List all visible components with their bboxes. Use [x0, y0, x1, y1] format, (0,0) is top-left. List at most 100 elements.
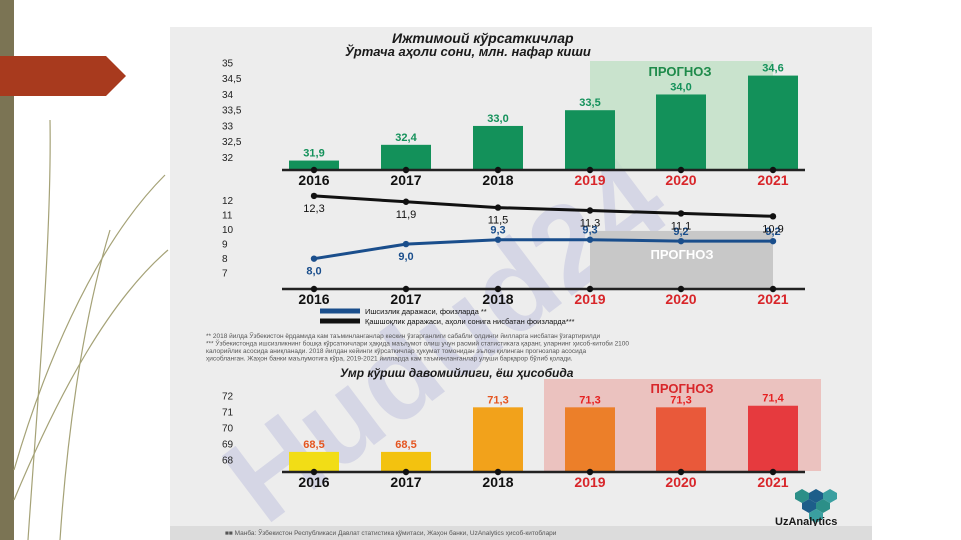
population-y-tick: 33,5 — [222, 106, 242, 117]
life-year-label: 2021 — [757, 474, 788, 490]
population-value-label: 33,5 — [579, 97, 600, 109]
population-y-tick: 32 — [222, 153, 234, 164]
line-value-label: 12,3 — [303, 203, 324, 215]
life-bar — [748, 405, 798, 471]
x-axis-dot — [402, 285, 410, 293]
population-y-tick: 33 — [222, 121, 234, 132]
life-value-label: 71,4 — [762, 393, 784, 405]
life-title: Умр кўриш давомийлиги, ёш ҳисобида — [340, 366, 574, 380]
footnote: калорийлик асосида аниқланади. 2018 йилд… — [206, 347, 587, 355]
population-forecast-label: ПРОГНОЗ — [649, 64, 712, 79]
line-series-poverty — [313, 194, 774, 218]
life-value-label: 71,3 — [670, 394, 691, 406]
lines-y-tick: 12 — [222, 196, 234, 207]
population-bar — [289, 160, 339, 170]
line-value-label: 11,3 — [580, 218, 601, 230]
line-value-label: 8,0 — [306, 266, 321, 278]
line-point — [586, 236, 594, 243]
logo-hex — [795, 489, 809, 503]
life-bar — [473, 407, 523, 471]
population-bar — [656, 94, 706, 170]
population-value-label: 34,0 — [670, 81, 691, 93]
life-year-label: 2019 — [574, 474, 605, 490]
population-year-label: 2019 — [574, 172, 605, 188]
lines-y-tick: 10 — [222, 225, 234, 236]
source-text: ■■ Манба: Ўзбекистон Республикаси Давлат… — [225, 528, 557, 537]
population-y-tick: 34,5 — [222, 74, 242, 85]
line-value-label: 9,3 — [582, 225, 597, 237]
population-year-label: 2016 — [298, 172, 329, 188]
lines-forecast-label: ПРОГНОЗ — [651, 247, 714, 262]
population-bar — [381, 144, 431, 170]
main-title: Ижтимоий кўрсаткичлар — [392, 30, 574, 46]
x-axis-dot — [402, 166, 410, 174]
x-axis-dot — [310, 285, 318, 293]
x-axis-dot — [494, 166, 502, 174]
logo-hex — [809, 509, 823, 523]
population-bar — [565, 110, 615, 170]
line-value-label: 9,2 — [673, 226, 688, 238]
population-year-label: 2020 — [665, 172, 696, 188]
population-year-label: 2021 — [757, 172, 788, 188]
line-value-label: 9,0 — [398, 251, 413, 263]
x-axis-dot — [677, 468, 685, 476]
footnote: ҳисобланган. Жаҳон банки маълумотига кўр… — [206, 355, 573, 363]
legend-label: Қашшоқлик даражаси, аҳоли сонига нисбата… — [365, 317, 575, 326]
line-series-unemployment — [313, 238, 773, 261]
life-bar — [565, 407, 615, 471]
line-point — [769, 237, 777, 245]
lines-year-label: 2018 — [482, 291, 513, 307]
lines-y-tick: 7 — [222, 269, 228, 280]
line-point — [677, 237, 685, 245]
life-bar — [289, 451, 339, 471]
life-bar — [656, 407, 706, 471]
line-value-label: 11,9 — [396, 209, 417, 221]
population-year-label: 2017 — [390, 172, 421, 188]
line-point — [769, 213, 777, 220]
life-year-label: 2017 — [390, 474, 421, 490]
lines-y-tick: 8 — [222, 254, 228, 265]
life-year-label: 2018 — [482, 474, 513, 490]
population-y-tick: 32,5 — [222, 137, 242, 148]
population-y-tick: 35 — [222, 59, 234, 70]
logo-hex — [802, 499, 816, 513]
population-year-label: 2018 — [482, 172, 513, 188]
lines-year-label: 2019 — [574, 291, 605, 307]
x-axis-dot — [586, 166, 594, 174]
lines-year-label: 2016 — [298, 291, 329, 307]
life-bar — [381, 451, 431, 471]
line-point — [586, 207, 594, 214]
x-axis-dot — [586, 468, 594, 476]
line-value-label: 11,1 — [671, 220, 692, 232]
x-axis-dot — [677, 285, 685, 293]
life-y-tick: 69 — [222, 439, 234, 450]
line-value-label: 9,2 — [765, 226, 780, 238]
slide-side-bar — [0, 0, 14, 540]
source-bar — [170, 526, 872, 540]
logo-hex — [809, 489, 823, 503]
population-value-label: 34,6 — [762, 63, 783, 75]
life-year-label: 2016 — [298, 474, 329, 490]
x-axis-dot — [769, 285, 777, 293]
decorative-curves-icon — [13, 119, 169, 540]
x-axis-dot — [310, 468, 318, 476]
line-point — [402, 198, 410, 205]
x-axis-dot — [402, 468, 410, 476]
life-y-tick: 68 — [222, 455, 234, 466]
logo-hex — [823, 489, 837, 503]
x-axis-dot — [769, 166, 777, 174]
line-value-label: 11,5 — [488, 215, 509, 227]
life-value-label: 71,3 — [579, 394, 600, 406]
x-axis-dot — [769, 468, 777, 476]
footnote: *** Ўзбекистонда ишсизликнинг бошқа кўрс… — [206, 339, 629, 348]
life-forecast-label: ПРОГНОЗ — [651, 381, 714, 396]
x-axis-dot — [494, 468, 502, 476]
brand-name: UzAnalytics — [775, 516, 837, 528]
lines-year-label: 2020 — [665, 291, 696, 307]
line-point — [494, 236, 502, 243]
life-y-tick: 70 — [222, 424, 234, 435]
uzanalytics-logo-icon — [795, 489, 837, 523]
x-axis-dot — [586, 285, 594, 293]
life-y-tick: 71 — [222, 408, 234, 419]
